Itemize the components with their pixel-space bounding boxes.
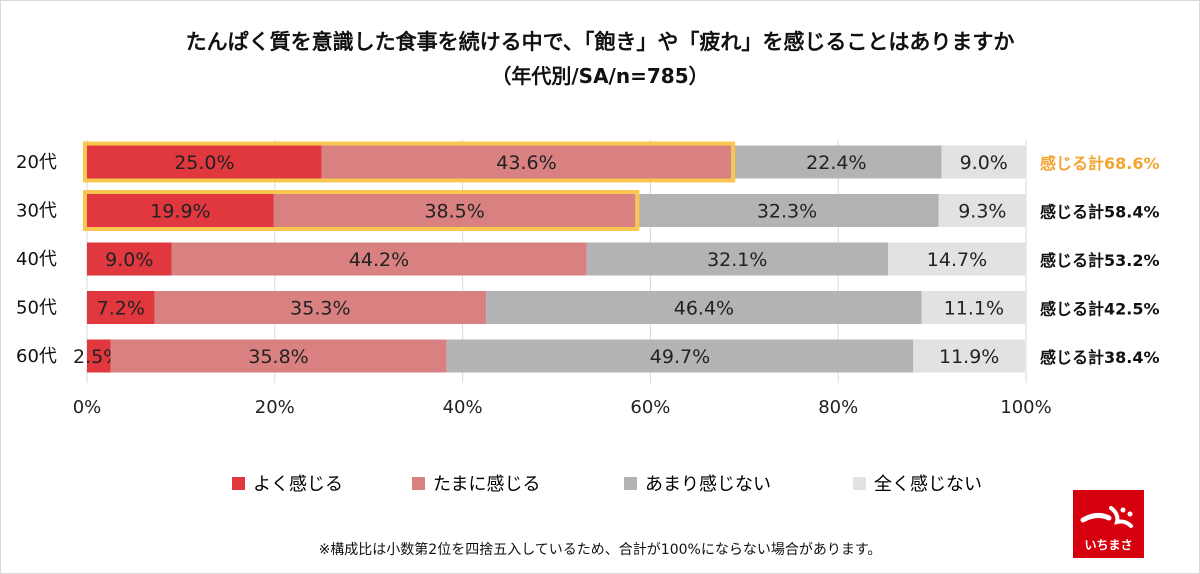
legend-label-rarely: あまり感じない [645,474,771,495]
data-label: 32.1% [707,249,767,271]
bar-segment [110,339,447,373]
data-label: 22.4% [806,152,866,174]
category-label: 20代 [16,152,57,173]
bar-segment [938,194,1026,227]
bar-segment [731,145,942,179]
data-label: 19.9% [150,201,210,223]
brand-logo: いちまさ [1073,490,1144,558]
data-label: 49.7% [650,346,710,368]
data-label: 38.5% [424,201,484,223]
highlight-box [83,190,640,231]
data-label: 25.0% [174,152,234,174]
legend-swatch-often [232,476,245,490]
category-label: 30代 [16,201,57,222]
data-label: 9.0% [105,249,153,271]
bar-segment [586,242,888,276]
bar-segment [486,291,922,324]
legend-swatch-rarely [624,476,637,490]
bar-segment [913,339,1026,373]
bar-segment [154,291,487,324]
x-tick-label: 100% [1000,397,1051,418]
total-label: 感じる計42.5% [1040,300,1160,319]
x-tick-label: 40% [443,397,483,418]
bar-segment [87,145,322,179]
brand-logo-mark: いちまさ [1080,506,1133,552]
bar-segment [87,291,155,324]
bar-segment [171,242,587,276]
category-label: 40代 [16,249,57,270]
legend-swatch-sometimes [412,476,425,490]
data-label: 14.7% [927,249,987,271]
category-label: 60代 [16,346,57,367]
total-label: 感じる計38.4% [1040,348,1160,367]
brand-logo-text: いちまさ [1084,538,1132,552]
category-label: 50代 [16,298,57,319]
bar-segment [273,194,636,227]
total-label: 感じる計58.4% [1040,203,1160,222]
bar-segment [87,242,172,276]
data-label: 32.3% [757,201,817,223]
bar-segment [87,194,274,227]
data-label: 35.8% [248,346,308,368]
bar-segment [446,339,914,373]
x-tick-label: 20% [255,397,295,418]
data-label: 2.5% [73,346,121,368]
footnote: ※構成比は小数第2位を四捨五入しているため、合計が100%にならない場合がありま… [318,542,882,558]
total-label: 感じる計53.2% [1040,251,1160,270]
legend-swatch-never [853,476,866,490]
bar-segment [921,291,1026,324]
legend-item-never: 全く感じない [853,470,982,496]
data-label: 9.0% [960,152,1008,174]
legend-label-sometimes: たまに感じる [433,474,541,495]
highlight-box [83,141,736,183]
x-tick-label: 80% [818,397,858,418]
bar-segment [887,242,1026,276]
bar-segment [87,339,111,373]
x-tick-label: 60% [630,397,670,418]
chart-title: たんぱく質を意識した食事を続ける中で、「飽き」や「疲れ」を感じることはありますか [185,30,1015,54]
data-label: 11.9% [939,346,999,368]
total-label: 感じる計68.6% [1040,154,1160,173]
data-label: 46.4% [674,298,734,320]
data-label: 7.2% [97,298,145,320]
bar-segment [321,145,732,179]
legend-item-rarely: あまり感じない [624,470,771,496]
legend-item-sometimes: たまに感じる [412,470,540,496]
legend-label-never: 全く感じない [874,474,982,495]
data-label: 11.1% [944,298,1004,320]
data-label: 35.3% [290,298,350,320]
bar-segment [635,194,939,227]
bar-segment [941,145,1026,179]
chart-subtitle: （年代別/SA/n=785） [491,64,709,88]
legend-item-often: よく感じる [232,470,343,496]
data-label: 44.2% [349,249,409,271]
data-label: 43.6% [496,152,556,174]
x-tick-label: 0% [73,397,102,418]
legend-label-often: よく感じる [253,474,343,495]
data-label: 9.3% [958,201,1006,223]
